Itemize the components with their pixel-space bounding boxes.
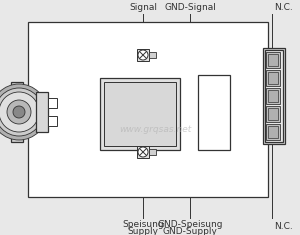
Text: N.C.: N.C. [274,3,293,12]
Circle shape [0,92,39,132]
Bar [268,72,278,84]
Text: GND-Speisung: GND-Speisung [157,220,223,229]
Bar [137,49,149,61]
Bar [268,54,278,66]
Bar [137,146,149,158]
Bar [268,108,278,120]
Bar [266,124,280,140]
Bar [268,90,278,102]
Bar [266,70,280,86]
Bar [266,106,280,122]
Circle shape [0,84,47,140]
Bar [149,52,156,58]
Circle shape [7,100,31,124]
Text: Supply: Supply [128,227,158,235]
Bar [36,92,48,132]
Circle shape [0,88,43,136]
Bar [266,52,280,68]
Text: Speisung: Speisung [122,220,164,229]
Bar [104,82,176,146]
Bar [11,82,23,142]
Circle shape [138,147,148,157]
Bar [198,75,230,150]
Text: GND-Supply: GND-Supply [163,227,218,235]
Text: Signal: Signal [129,3,157,12]
Text: N.C.: N.C. [274,222,293,231]
Text: GND-Signal: GND-Signal [164,3,216,12]
Bar [100,78,180,150]
Circle shape [13,106,25,118]
Circle shape [138,50,148,60]
Bar [149,149,156,155]
Bar [263,48,285,144]
Bar [266,88,280,104]
Bar [28,22,268,197]
Bar [265,50,283,142]
Bar [48,116,57,126]
Bar [268,126,278,138]
Text: www.grqsas.net: www.grqsas.net [119,125,191,134]
Bar [48,98,57,108]
